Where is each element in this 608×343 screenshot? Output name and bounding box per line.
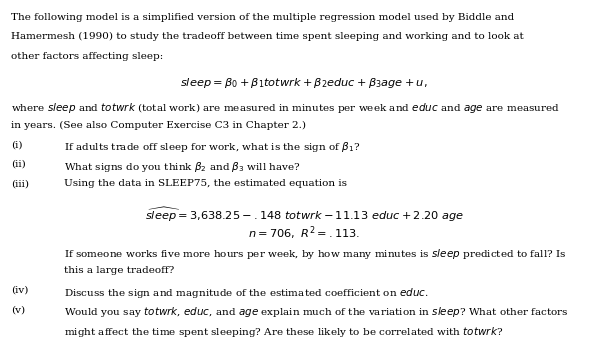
Text: If someone works five more hours per week, by how many minutes is $\mathit{sleep: If someone works five more hours per wee… — [64, 247, 566, 261]
Text: (v): (v) — [11, 305, 25, 314]
Text: $n = 706,\ R^2 = .113.$: $n = 706,\ R^2 = .113.$ — [248, 224, 360, 242]
Text: (i): (i) — [11, 140, 22, 149]
Text: The following model is a simplified version of the multiple regression model use: The following model is a simplified vers… — [11, 13, 514, 22]
Text: Discuss the sign and magnitude of the estimated coefficient on $\mathit{educ}$.: Discuss the sign and magnitude of the es… — [64, 286, 429, 300]
Text: $\widehat{\mathit{sleep}} = 3{,}638.25 - .148\ \mathit{totwrk} - 11.13\ \mathit{: $\widehat{\mathit{sleep}} = 3{,}638.25 -… — [145, 205, 463, 224]
Text: (ii): (ii) — [11, 160, 26, 169]
Text: Using the data in SLEEP75, the estimated equation is: Using the data in SLEEP75, the estimated… — [64, 179, 347, 188]
Text: $\mathit{sleep} = \mathit{\beta}_0 + \mathit{\beta}_1\mathit{totwrk} + \mathit{\: $\mathit{sleep} = \mathit{\beta}_0 + \ma… — [180, 76, 428, 91]
Text: If adults trade off sleep for work, what is the sign of $\mathit{\beta}_1$?: If adults trade off sleep for work, what… — [64, 140, 361, 154]
Text: What signs do you think $\mathit{\beta}_2$ and $\mathit{\beta}_3$ will have?: What signs do you think $\mathit{\beta}_… — [64, 160, 301, 174]
Text: might affect the time spent sleeping? Are these likely to be correlated with $\m: might affect the time spent sleeping? Ar… — [64, 325, 503, 339]
Text: Would you say $\mathit{totwrk}$, $\mathit{educ}$, and $\mathit{age}$ explain muc: Would you say $\mathit{totwrk}$, $\mathi… — [64, 305, 568, 319]
Text: Hamermesh (1990) to study the tradeoff between time spent sleeping and working a: Hamermesh (1990) to study the tradeoff b… — [11, 32, 523, 42]
Text: (iv): (iv) — [11, 286, 29, 295]
Text: this a large tradeoff?: this a large tradeoff? — [64, 266, 174, 275]
Text: (iii): (iii) — [11, 179, 29, 188]
Text: other factors affecting sleep:: other factors affecting sleep: — [11, 52, 163, 61]
Text: in years. (See also Computer Exercise C3 in Chapter 2.): in years. (See also Computer Exercise C3… — [11, 121, 306, 130]
Text: where $\mathit{sleep}$ and $\mathit{totwrk}$ (total work) are measured in minute: where $\mathit{sleep}$ and $\mathit{totw… — [11, 101, 560, 115]
